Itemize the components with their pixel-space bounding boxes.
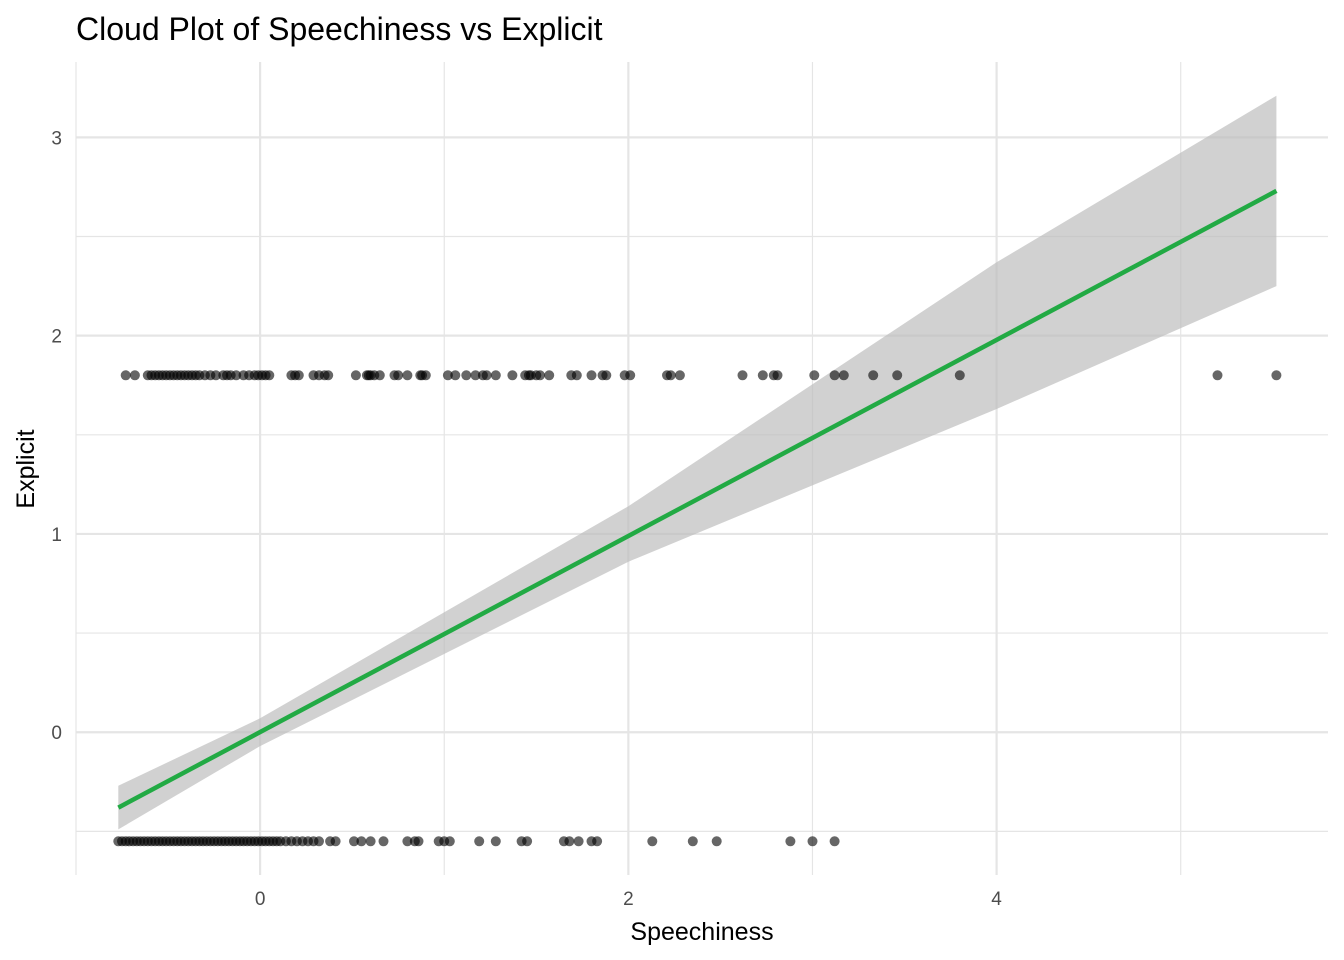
data-point xyxy=(838,370,849,381)
data-point xyxy=(231,370,242,381)
data-point xyxy=(378,836,389,847)
data-point xyxy=(586,370,597,381)
data-point xyxy=(954,370,965,381)
data-point xyxy=(323,370,334,381)
data-point xyxy=(349,836,359,847)
points-layer xyxy=(113,370,1282,847)
data-point xyxy=(829,836,840,847)
data-point xyxy=(444,836,455,847)
data-point xyxy=(687,836,698,847)
data-point xyxy=(350,370,361,381)
data-point xyxy=(330,836,341,847)
data-point xyxy=(737,370,748,381)
data-point xyxy=(807,836,818,847)
data-point xyxy=(393,370,404,381)
data-point xyxy=(461,370,472,381)
data-point xyxy=(601,370,612,381)
data-point xyxy=(507,370,518,381)
x-tick-label: 4 xyxy=(991,889,1002,910)
y-tick-label: 1 xyxy=(51,525,62,546)
confidence-band-layer xyxy=(118,95,1277,830)
data-point xyxy=(442,370,453,381)
data-point xyxy=(314,836,324,847)
data-point xyxy=(535,370,545,381)
data-point xyxy=(293,370,304,381)
x-axis-label: Speechiness xyxy=(630,918,773,946)
data-point xyxy=(564,836,575,847)
data-point xyxy=(1271,370,1282,381)
data-point xyxy=(374,370,385,381)
data-point xyxy=(892,370,903,381)
data-point xyxy=(490,370,501,381)
data-point xyxy=(592,836,603,847)
data-point xyxy=(129,370,140,381)
data-point xyxy=(365,836,376,847)
data-point xyxy=(264,370,275,381)
data-point xyxy=(711,836,722,847)
data-point xyxy=(470,370,481,381)
chart-title: Cloud Plot of Speechiness vs Explicit xyxy=(76,11,603,47)
x-tick-label: 2 xyxy=(623,889,634,910)
data-point xyxy=(674,370,685,381)
y-tick-label: 0 xyxy=(51,723,62,744)
data-point xyxy=(665,370,676,381)
data-point xyxy=(809,370,820,381)
tick-labels: 0 2 4 0 1 2 3 xyxy=(51,128,1002,910)
trend-line xyxy=(117,188,1278,810)
data-point xyxy=(573,836,584,847)
data-point xyxy=(522,836,533,847)
data-point xyxy=(210,370,221,381)
data-point xyxy=(490,836,501,847)
data-point xyxy=(474,836,485,847)
data-point xyxy=(829,370,840,381)
data-point xyxy=(402,370,413,381)
data-point xyxy=(402,836,413,847)
data-point xyxy=(120,370,131,381)
data-point xyxy=(544,370,555,381)
data-point xyxy=(647,836,658,847)
data-point xyxy=(757,370,768,381)
data-point xyxy=(450,370,461,381)
y-tick-label: 2 xyxy=(51,327,62,348)
data-point xyxy=(413,836,424,847)
data-point xyxy=(481,370,492,381)
data-point xyxy=(1212,370,1223,381)
confidence-band xyxy=(118,95,1277,830)
x-tick-label: 0 xyxy=(255,889,266,910)
data-point xyxy=(571,370,582,381)
trend-line-layer xyxy=(117,188,1278,810)
y-axis-label: Explicit xyxy=(12,429,40,508)
data-point xyxy=(356,836,367,847)
data-point xyxy=(772,370,783,381)
y-tick-label: 3 xyxy=(51,128,62,149)
data-point xyxy=(625,370,636,381)
data-point xyxy=(785,836,796,847)
data-point xyxy=(868,370,879,381)
data-point xyxy=(420,370,431,381)
